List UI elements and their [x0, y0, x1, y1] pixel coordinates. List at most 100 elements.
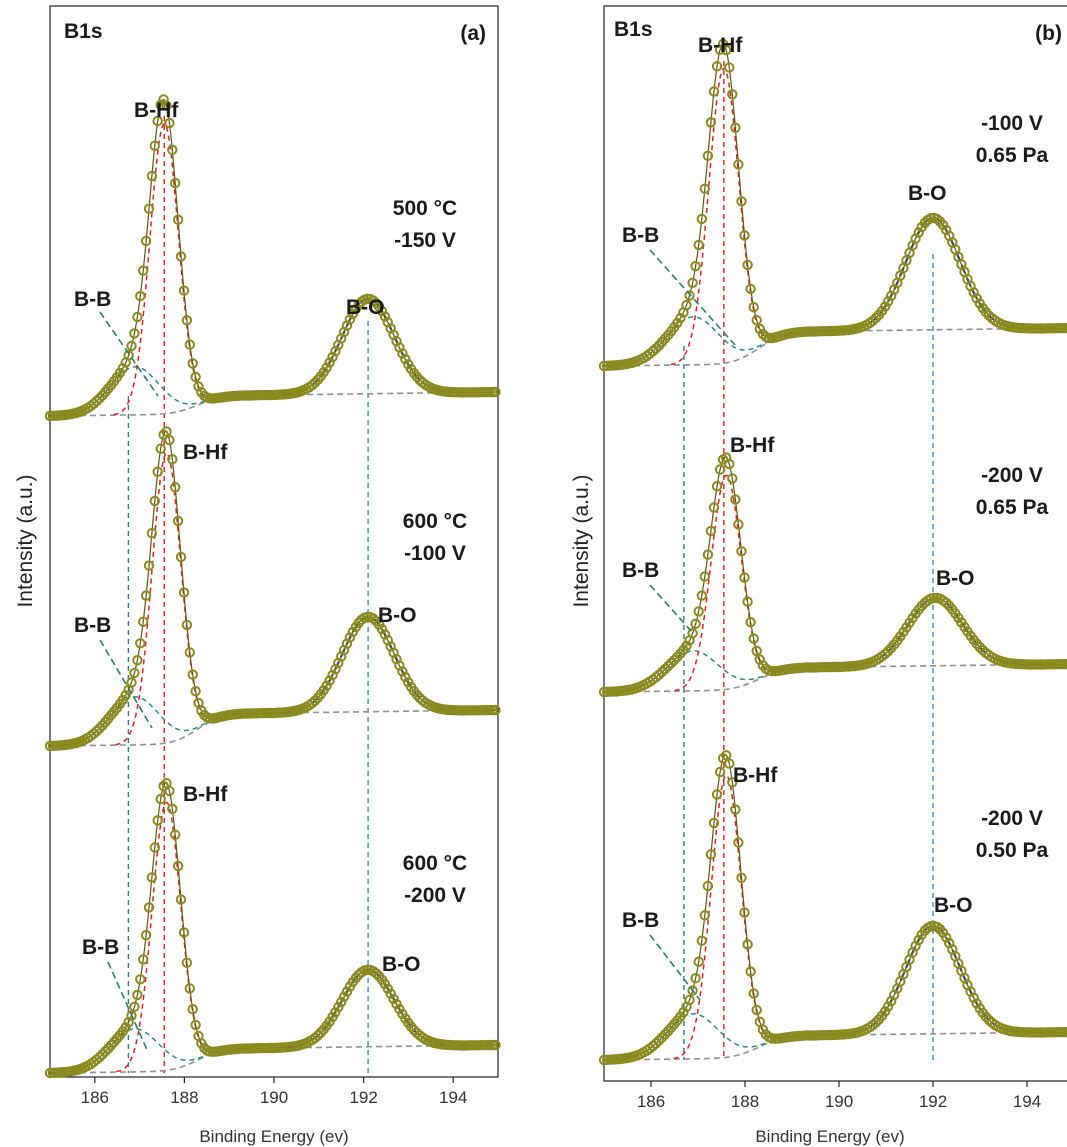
panel-b-label: (b) — [1035, 22, 1062, 45]
data-point — [190, 686, 201, 697]
data-point — [321, 680, 332, 691]
data-point — [170, 177, 181, 189]
data-point — [91, 726, 102, 737]
data-point — [138, 954, 149, 965]
data-point — [161, 100, 172, 111]
data-point — [155, 99, 166, 111]
data-point — [143, 203, 155, 214]
x-tick-label: 192 — [919, 1092, 947, 1111]
data-point — [739, 907, 750, 918]
data-point — [693, 606, 704, 617]
data-point — [971, 293, 982, 304]
data-point — [745, 283, 756, 295]
data-point — [1060, 322, 1067, 334]
data-point — [152, 115, 163, 127]
x-tick-label: 188 — [731, 1092, 759, 1111]
panel-a-y-axis-title: Intensity (a.u.) — [14, 474, 37, 607]
data-point — [155, 443, 166, 454]
data-point — [699, 571, 710, 582]
panel-b-frame — [603, 5, 1067, 1082]
data-point — [754, 323, 765, 335]
data-point — [94, 723, 105, 734]
data-point — [736, 872, 747, 883]
data-point — [333, 1002, 344, 1013]
data-point — [690, 260, 701, 272]
data-point — [175, 251, 187, 262]
data-point — [368, 295, 379, 306]
data-point — [135, 290, 146, 302]
data-point — [138, 616, 149, 627]
data-point — [687, 628, 698, 639]
b-b-component — [61, 1028, 209, 1074]
data-point — [152, 466, 163, 477]
data-point — [376, 624, 388, 635]
x-tick-label: 186 — [637, 1092, 665, 1111]
data-markers — [598, 452, 1067, 698]
background-line — [604, 663, 1067, 693]
x-tick-label: 190 — [825, 1092, 853, 1111]
data-point — [736, 196, 747, 207]
spectrum-3: B-B B-Hf B-O 600 °C -200 V — [44, 778, 501, 1079]
data-point — [751, 645, 762, 657]
data-point — [149, 495, 161, 507]
data-point — [1063, 659, 1067, 670]
b-b-leader-line — [649, 584, 693, 633]
data-point — [690, 973, 701, 984]
data-point — [733, 519, 744, 530]
x-tick-label: 188 — [170, 1088, 198, 1107]
data-point — [742, 596, 753, 607]
spectrum-2: B-B B-Hf B-O -200 V 0.65 Pa — [598, 434, 1067, 698]
data-point — [733, 159, 744, 170]
data-point — [181, 957, 193, 968]
data-point — [1063, 1027, 1067, 1038]
data-point — [739, 230, 750, 241]
data-point — [727, 473, 738, 484]
b-hf-component — [673, 774, 779, 1060]
data-point — [690, 618, 701, 629]
data-point — [1060, 1026, 1067, 1038]
data-point — [149, 842, 161, 853]
b-hf-component — [116, 801, 217, 1073]
data-point — [490, 1039, 501, 1051]
data-markers — [598, 38, 1067, 372]
b-b-component — [60, 696, 210, 747]
data-point — [730, 804, 741, 815]
data-point — [727, 777, 738, 788]
data-point — [913, 934, 924, 946]
data-point — [727, 89, 738, 100]
data-point — [167, 144, 178, 156]
data-point — [338, 991, 350, 1002]
spectrum-1: B-B B-Hf B-O -100 V 0.65 Pa — [598, 34, 1067, 372]
data-point — [705, 117, 717, 128]
data-point — [748, 633, 759, 644]
data-point — [724, 62, 735, 73]
data-point — [126, 340, 137, 352]
data-point — [140, 235, 152, 247]
panel-b-x-axis-title: Binding Energy (ev) — [755, 1127, 904, 1146]
data-point — [336, 996, 347, 1008]
b-hf-component — [674, 474, 778, 692]
data-point — [1063, 323, 1067, 334]
fit-envelope — [49, 430, 498, 747]
data-point — [91, 396, 102, 407]
data-point — [400, 353, 411, 365]
data-point — [745, 966, 756, 977]
data-point — [751, 1004, 762, 1016]
data-point — [745, 617, 756, 628]
data-point — [170, 482, 181, 493]
data-point — [742, 259, 753, 271]
data-point — [702, 880, 714, 892]
data-point — [164, 117, 175, 129]
spectrum-1: B-B B-Hf B-O 500 °C -150 V — [44, 94, 501, 422]
data-point — [711, 789, 723, 800]
b-b-leader-line — [649, 934, 701, 1001]
data-point — [490, 386, 501, 398]
x-tick-label: 190 — [260, 1088, 288, 1107]
peak-label-b-b: B-B — [82, 936, 119, 959]
data-point — [309, 695, 321, 706]
data-point — [184, 647, 196, 658]
data-point — [748, 988, 759, 999]
